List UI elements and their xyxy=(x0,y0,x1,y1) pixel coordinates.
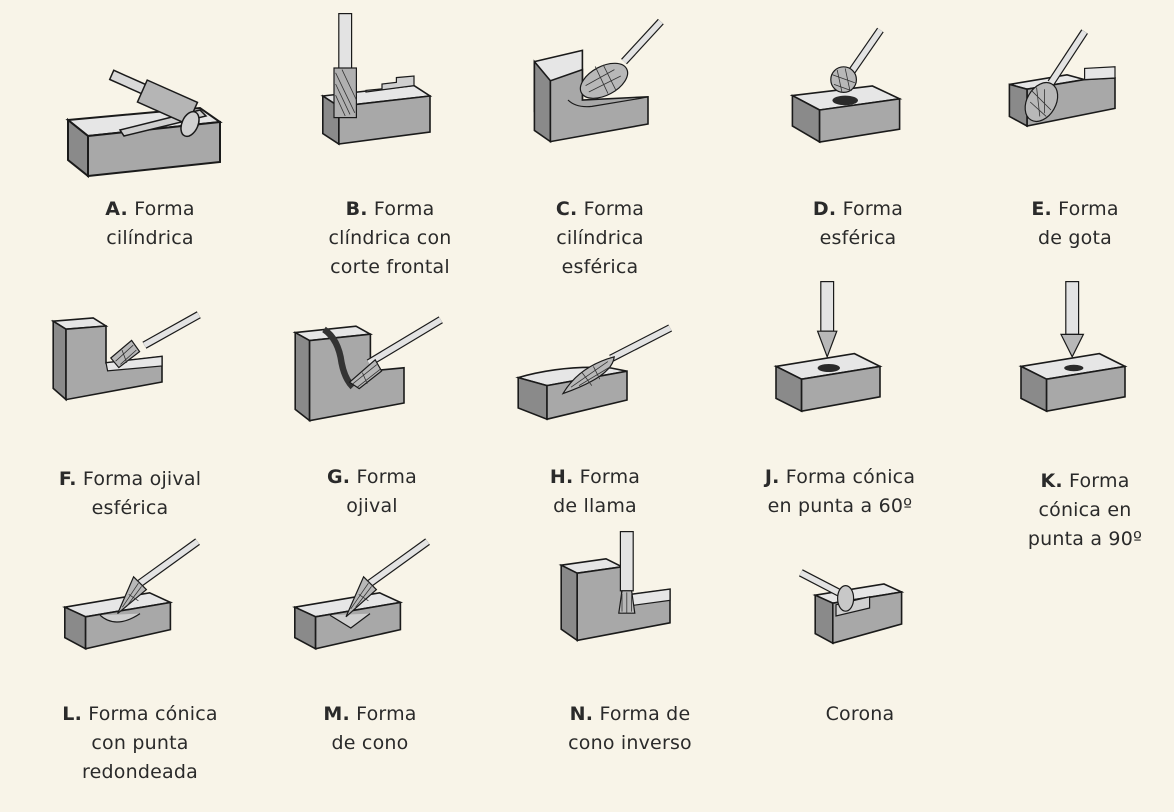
caption-j: J. Forma cónica en punta a 60º xyxy=(764,466,916,517)
ball-nose-cone-burr-icon xyxy=(62,538,200,651)
cylinder-end-cut-burr-icon xyxy=(320,13,433,146)
caption-l: L. Forma cónica con punta redondeada xyxy=(62,703,218,783)
cylinder-burr-icon xyxy=(65,69,223,179)
caption-k: K. Forma cónica en punta a 90º xyxy=(1027,470,1143,550)
caption-d: D. Forma esférica xyxy=(812,198,904,249)
caption-h: H. Forma de llama xyxy=(549,466,641,517)
caption-m: M. Forma de cono xyxy=(323,703,417,754)
caption-f: F. Forma ojival esférica xyxy=(58,468,202,519)
pointed-tree-burr-icon xyxy=(292,316,443,423)
caption-a: A. Forma cilíndrica xyxy=(105,198,195,249)
crown-burr-icon xyxy=(798,569,905,645)
ball-burr-icon xyxy=(789,27,903,144)
pointed-cone-burr-icon xyxy=(292,538,430,651)
caption-g: G. Forma ojival xyxy=(327,466,417,517)
caption-n: N. Forma de cono inverso xyxy=(568,703,692,754)
caption-corona: Corona xyxy=(825,703,895,725)
ball-nose-cylinder-burr-icon xyxy=(533,18,664,144)
caption-b: B. Forma clíndrica con corte frontal xyxy=(328,198,452,278)
cone-60-burr-icon xyxy=(773,281,883,413)
cone-90-burr-icon xyxy=(1018,281,1128,413)
oval-burr-icon xyxy=(1008,29,1116,128)
caption-c: C. Forma cilíndrica esférica xyxy=(555,198,645,278)
inverted-cone-burr-icon xyxy=(558,531,671,642)
caption-e: E. Forma de gota xyxy=(1031,198,1119,249)
flame-burr-icon xyxy=(515,324,673,421)
ball-nose-tree-burr-icon xyxy=(50,311,201,402)
